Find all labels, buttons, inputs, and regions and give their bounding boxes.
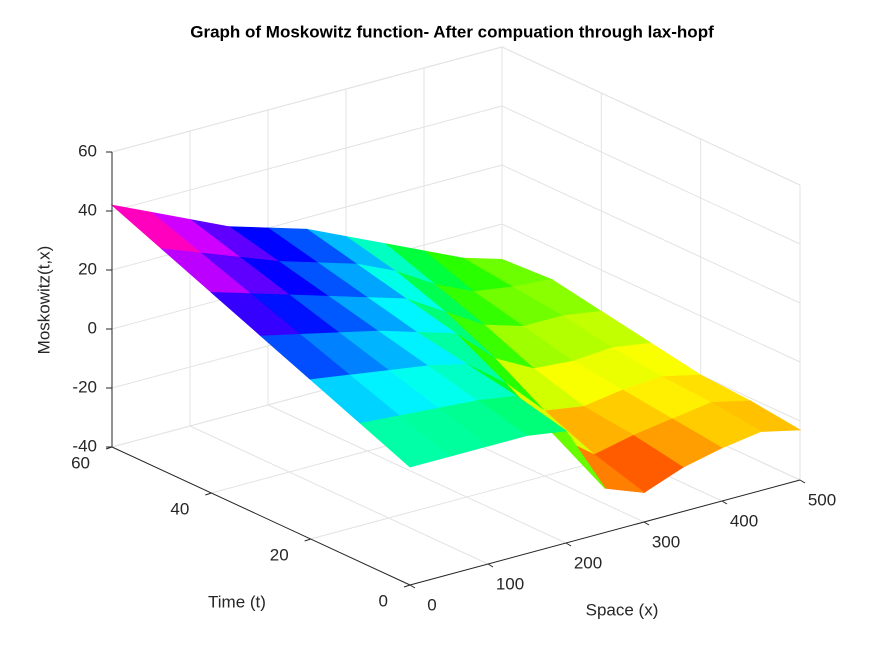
y-tick-label: 60 bbox=[71, 453, 90, 472]
surface-layer bbox=[110, 204, 802, 494]
z-tick-label: -40 bbox=[72, 436, 97, 455]
x-tick-label: 400 bbox=[730, 511, 758, 530]
grid-line bbox=[189, 425, 489, 565]
y-axis-label: Time (t) bbox=[208, 592, 266, 611]
box-edge bbox=[501, 46, 801, 186]
x-tick bbox=[487, 563, 494, 568]
chart-title: Graph of Moskowitz function- After compu… bbox=[190, 22, 714, 41]
grid-line bbox=[111, 105, 503, 212]
z-tick-label: 0 bbox=[88, 318, 97, 337]
y-tick-label: 0 bbox=[379, 591, 388, 610]
box-edge bbox=[111, 46, 503, 153]
x-axis-label: Space (x) bbox=[586, 600, 659, 619]
y-tick bbox=[205, 492, 212, 496]
z-axis-label: Moskowitz(t,x) bbox=[34, 246, 53, 355]
axes-layer: -40 -20 0 20 40 60 0 100 200 300 400 500 0 20 40 60 bbox=[71, 141, 836, 614]
x-tick bbox=[799, 479, 806, 484]
x-tick-label: 0 bbox=[427, 595, 436, 614]
x-tick-label: 500 bbox=[808, 490, 836, 509]
z-tick-label: -20 bbox=[72, 377, 97, 396]
x-tick-label: 100 bbox=[496, 574, 524, 593]
y-tick bbox=[105, 446, 113, 450]
x-tick bbox=[409, 584, 416, 589]
y-axis-line bbox=[111, 446, 411, 586]
z-tick-label: 40 bbox=[78, 200, 97, 219]
z-tick-label: 20 bbox=[78, 259, 97, 278]
x-tick-label: 200 bbox=[574, 553, 602, 572]
x-tick bbox=[565, 542, 572, 547]
x-tick bbox=[721, 500, 728, 505]
surface-patch bbox=[359, 415, 450, 468]
z-tick-label: 60 bbox=[78, 141, 97, 160]
grid-line bbox=[501, 105, 801, 245]
grid-line bbox=[267, 404, 567, 544]
y-tick bbox=[304, 538, 311, 542]
y-tick bbox=[403, 584, 411, 588]
grid-line bbox=[501, 164, 801, 304]
y-tick-label: 20 bbox=[270, 545, 289, 564]
y-tick-label: 40 bbox=[170, 499, 189, 518]
x-tick bbox=[643, 521, 650, 526]
grid-line bbox=[501, 223, 801, 363]
x-tick-label: 300 bbox=[652, 532, 680, 551]
x-axis-line bbox=[409, 479, 801, 586]
